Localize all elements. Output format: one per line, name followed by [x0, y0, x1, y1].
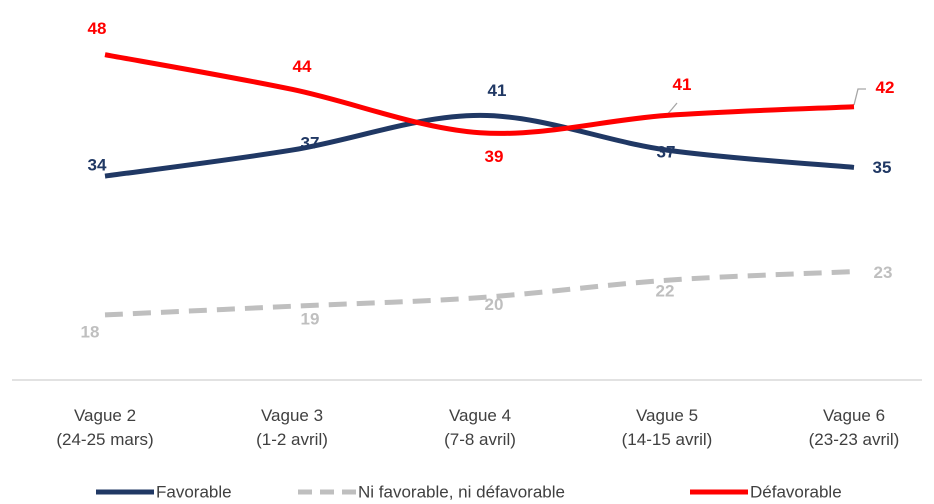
data-label: 22 [656, 282, 675, 301]
data-label: 44 [293, 57, 312, 76]
data-label: 41 [673, 75, 692, 94]
data-label: 34 [88, 156, 107, 175]
data-label: 37 [657, 143, 676, 162]
data-label: 42 [876, 78, 895, 97]
data-label: 37 [301, 134, 320, 153]
data-label: 19 [301, 310, 320, 329]
data-label: 18 [81, 322, 100, 341]
data-label: 35 [873, 158, 892, 177]
x-tick-label: Vague 5 (14-15 avril) [621, 406, 713, 449]
legend-label: Ni favorable, ni défavorable [358, 482, 565, 501]
data-label: 41 [488, 81, 507, 100]
leader-line [853, 88, 866, 106]
data-label: 39 [485, 147, 504, 166]
data-label: 23 [874, 263, 893, 282]
line [104, 52, 855, 136]
x-tick-label: Vague 2 (24-25 mars) [56, 406, 154, 449]
x-tick-label: Vague 3 (1-2 avril) [256, 406, 328, 449]
x-tick-label: Vague 6 (23-23 avril) [808, 406, 900, 449]
legend-label: Défavorable [750, 482, 842, 501]
legend-label: Favorable [156, 482, 232, 501]
data-label: 48 [88, 19, 107, 38]
line [104, 269, 855, 318]
data-label: 20 [485, 295, 504, 314]
line [104, 112, 855, 179]
x-tick-label: Vague 4 (7-8 avril) [444, 406, 516, 449]
